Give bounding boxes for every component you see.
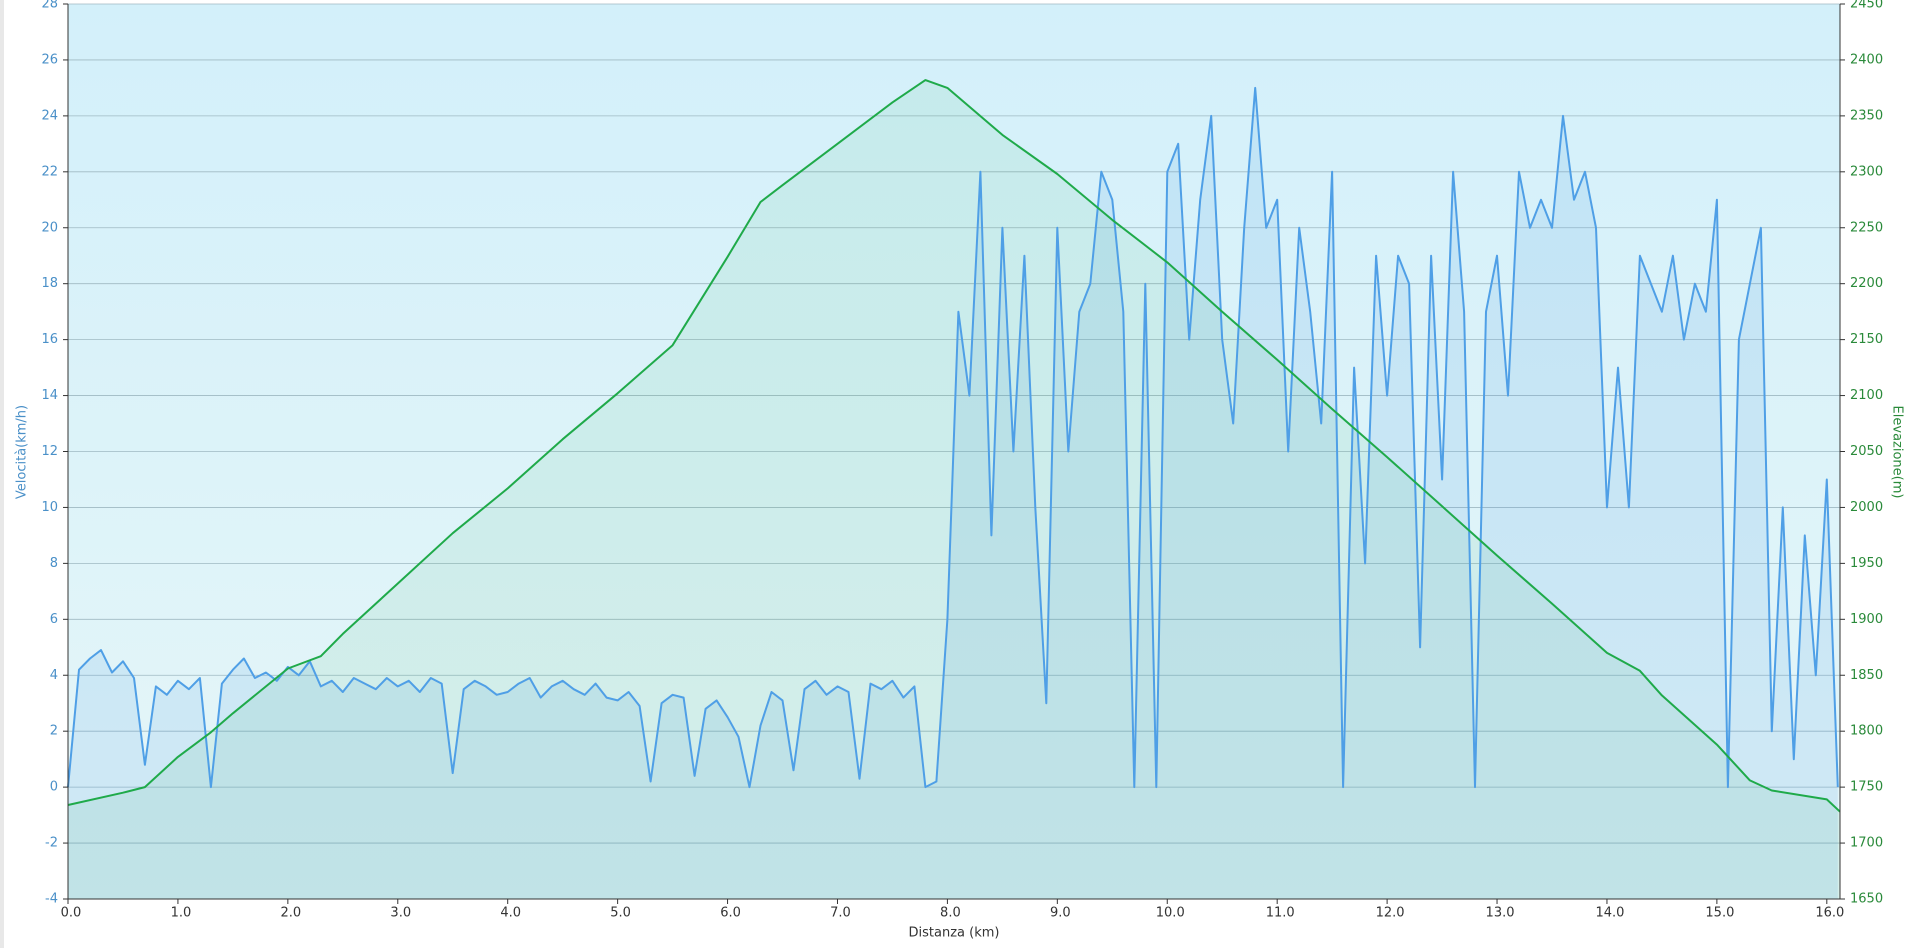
y-tick-label: 20 xyxy=(41,220,58,235)
x-tick-label: 13.0 xyxy=(1486,906,1515,921)
y-tick-label: -2 xyxy=(45,836,58,851)
y-tick-label: 6 xyxy=(50,612,58,627)
y2-tick-label: 2350 xyxy=(1850,108,1883,123)
y-tick-label: 28 xyxy=(41,0,58,12)
y2-tick-label: 2250 xyxy=(1850,220,1883,235)
series-line xyxy=(67,86,1839,789)
x-tick-label: 16.0 xyxy=(1815,906,1844,921)
y2-tick-label: 2300 xyxy=(1850,164,1883,179)
y-tick-label: 18 xyxy=(41,276,58,291)
y2-tick-label: 2050 xyxy=(1850,444,1883,459)
y-tick-label: 26 xyxy=(41,52,58,67)
y2-tick-label: 1700 xyxy=(1850,836,1883,851)
y-tick-label: 12 xyxy=(41,444,58,459)
x-tick-label: 14.0 xyxy=(1595,906,1624,921)
y2-axis-label: Elevazione(m) xyxy=(1890,406,1905,499)
y2-tick-label: 1750 xyxy=(1850,780,1883,795)
x-tick-label: 6.0 xyxy=(720,906,741,921)
y-tick-label: 24 xyxy=(41,108,58,123)
x-tick-label: 2.0 xyxy=(281,906,302,921)
x-tick-label: 7.0 xyxy=(830,906,851,921)
x-tick-label: 10.0 xyxy=(1156,906,1185,921)
x-tick-label: 12.0 xyxy=(1376,906,1405,921)
y-tick-label: 4 xyxy=(50,668,58,683)
x-tick-label: 5.0 xyxy=(610,906,631,921)
y2-tick-label: 1850 xyxy=(1850,668,1883,683)
x-tick-label: 8.0 xyxy=(940,906,961,921)
y-tick-label: 2 xyxy=(50,724,58,739)
y2-tick-label: 2450 xyxy=(1850,0,1883,12)
series-line xyxy=(67,79,1841,813)
x-axis-label: Distanza (km) xyxy=(909,926,1000,941)
x-tick-label: 1.0 xyxy=(171,906,192,921)
x-tick-label: 4.0 xyxy=(500,906,521,921)
y2-tick-label: 1950 xyxy=(1850,556,1883,571)
frame-edge xyxy=(0,0,4,948)
y-tick-label: 10 xyxy=(41,500,58,515)
y2-tick-label: 1900 xyxy=(1850,612,1883,627)
y-tick-label: 16 xyxy=(41,332,58,347)
y-tick-label: 22 xyxy=(41,164,58,179)
y-tick-label: 0 xyxy=(50,780,58,795)
x-tick-label: 11.0 xyxy=(1266,906,1295,921)
x-tick-label: 3.0 xyxy=(390,906,411,921)
y2-tick-label: 2150 xyxy=(1850,332,1883,347)
x-tick-label: 9.0 xyxy=(1050,906,1071,921)
y-tick-label: 14 xyxy=(41,388,58,403)
y2-tick-label: 1650 xyxy=(1850,892,1883,907)
x-tick-label: 0.0 xyxy=(61,906,82,921)
y2-tick-label: 2400 xyxy=(1850,52,1883,67)
y2-tick-label: 2100 xyxy=(1850,388,1883,403)
x-tick-label: 15.0 xyxy=(1705,906,1734,921)
y-tick-label: -4 xyxy=(45,892,58,907)
y-tick-label: 8 xyxy=(50,556,58,571)
grid xyxy=(68,3,1840,900)
y-axis-label: Velocità(km/h) xyxy=(15,405,30,499)
area-shade xyxy=(68,80,1840,900)
y2-tick-label: 2200 xyxy=(1850,276,1883,291)
y2-tick-label: 1800 xyxy=(1850,724,1883,739)
lines xyxy=(67,79,1841,813)
y2-tick-label: 2000 xyxy=(1850,500,1883,515)
